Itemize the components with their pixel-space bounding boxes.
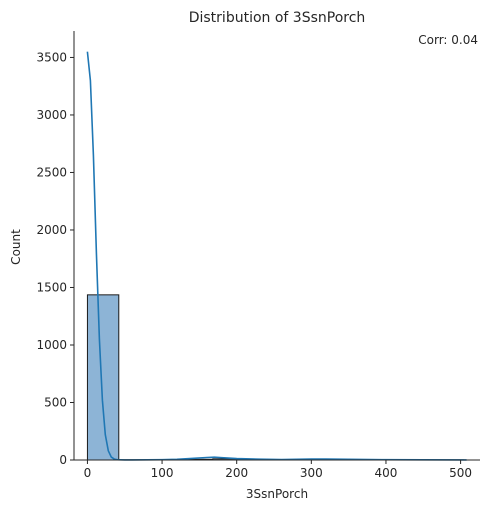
y-ticks: 0 500 1000 1500 2000 2500 3000 3500	[36, 50, 74, 467]
x-tick-label: 0	[84, 466, 92, 480]
chart-title: Distribution of 3SsnPorch	[189, 10, 366, 26]
histogram-bar	[86, 294, 120, 461]
x-tick-label: 100	[151, 466, 174, 480]
x-axis-label: 3SsnPorch	[246, 487, 308, 501]
x-tick-label: 200	[225, 466, 248, 480]
y-tick-label: 1500	[36, 280, 67, 294]
y-tick-label: 1000	[36, 338, 67, 352]
y-tick-label: 2500	[36, 165, 67, 179]
x-tick-label: 400	[375, 466, 398, 480]
y-tick-label: 3500	[36, 50, 67, 64]
y-tick-label: 3000	[36, 108, 67, 122]
y-tick-label: 500	[44, 395, 67, 409]
y-axis-label: Count	[9, 229, 23, 265]
correlation-annotation: Corr: 0.04	[418, 33, 478, 47]
y-tick-label: 0	[59, 453, 67, 467]
kde-curve	[86, 51, 467, 461]
x-tick-label: 300	[300, 466, 323, 480]
y-tick-label: 2000	[36, 223, 67, 237]
x-tick-label: 500	[449, 466, 472, 480]
histogram-bars	[86, 294, 465, 461]
x-ticks: 0 100 200 300 400 500	[84, 460, 472, 480]
